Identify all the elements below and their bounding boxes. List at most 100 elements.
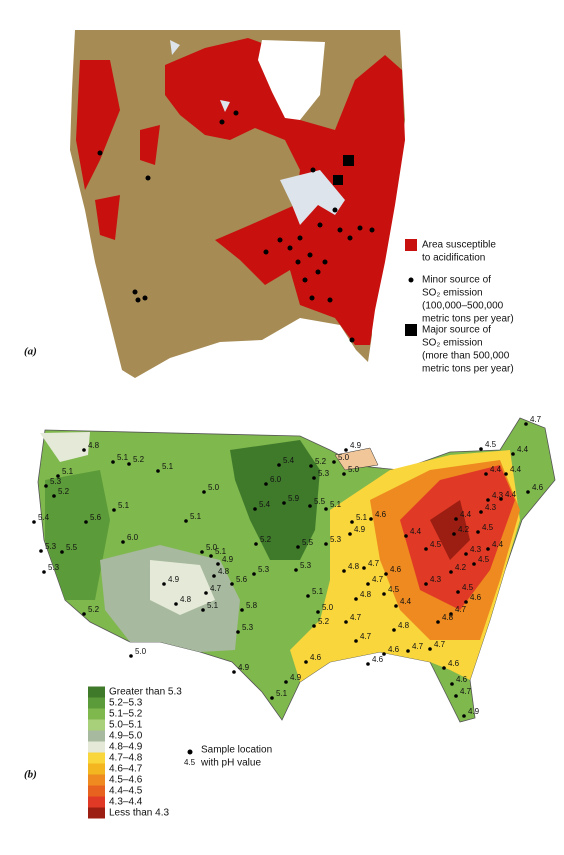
sample-ph-label: 5.0: [206, 543, 218, 552]
sample-dot: [309, 464, 313, 468]
sample-ph-label: 5.3: [45, 542, 57, 551]
legend-text: 5.1–5.2: [109, 709, 143, 720]
sample-ph-label: 4.3: [430, 575, 442, 584]
sample-ph-label: 4.2: [455, 563, 467, 572]
legend-text: 4.7–4.8: [109, 753, 143, 764]
sample-ph-label: 4.3: [485, 503, 497, 512]
sample-dot: [230, 582, 234, 586]
sample-ph-label: 4.9: [354, 525, 366, 534]
sample-ph-label: 4.4: [517, 445, 529, 454]
sample-ph-label: 4.5: [462, 583, 474, 592]
sample-ph-label: 4.3: [492, 491, 504, 500]
sample-ph-label: 4.5: [478, 555, 490, 564]
sample-dot: [366, 662, 370, 666]
sample-dot: [454, 694, 458, 698]
sample-ph-label: 5.1: [207, 601, 219, 610]
sample-dot: [384, 572, 388, 576]
legend-swatch: [88, 796, 105, 808]
sample-ph-label: 5.0: [322, 603, 334, 612]
sample-ph-label: 4.8: [442, 613, 454, 622]
sample-ph-label: 5.0: [208, 483, 220, 492]
sample-ph-label: 5.1: [117, 453, 129, 462]
sample-ph-label: 4.5: [388, 585, 400, 594]
sample-ph-label: 4.7: [412, 642, 424, 651]
sample-ph-label: 4.5: [482, 523, 494, 532]
sample-ph-label: 5.0: [135, 647, 147, 656]
sample-dot: [479, 447, 483, 451]
sample-ph-label: 4.8: [218, 567, 230, 576]
sample-ph-label: 4.8: [398, 621, 410, 630]
sample-dot: [462, 714, 466, 718]
legend-symbol: [405, 324, 417, 336]
legend-text: with pH value: [200, 758, 261, 769]
sample-ph-label: 5.5: [302, 538, 314, 547]
sample-ph-label: 4.8: [180, 595, 192, 604]
sample-ph-label: 5.6: [90, 513, 102, 522]
sample-dot: [479, 510, 483, 514]
sample-ph-label: 4.6: [388, 645, 400, 654]
sample-dot: [316, 610, 320, 614]
sample-dot: [526, 490, 530, 494]
sample-ph-label: 5.4: [283, 456, 295, 465]
sample-dot: [240, 608, 244, 612]
sample-dot: [472, 562, 476, 566]
sample-ph-label: 4.5: [485, 440, 497, 449]
sample-ph-label: 4.9: [222, 555, 234, 564]
sample-ph-label: 5.1: [276, 689, 288, 698]
sample-ph-label: 4.6: [470, 593, 482, 602]
sample-ph-label: 4.2: [458, 525, 470, 534]
legend-text: 5.0–5.1: [109, 720, 143, 731]
sample-dot: [174, 602, 178, 606]
legend-text: (more than 500,000: [422, 351, 510, 362]
sample-dot: [486, 547, 490, 551]
legend-text: metric tons per year): [422, 314, 514, 325]
legend-swatch: [88, 774, 105, 786]
sample-dot: [84, 520, 88, 524]
sample-ph-label: 5.9: [288, 494, 300, 503]
legend-text: (100,000–500,000: [422, 301, 504, 312]
sample-ph-label: 4.7: [434, 640, 446, 649]
sample-dot: [212, 574, 216, 578]
sample-dot: [200, 550, 204, 554]
legend-text: Sample location: [201, 745, 272, 756]
sample-ph-label: 4.8: [88, 441, 100, 450]
sample-ph-label: 6.0: [270, 475, 282, 484]
legend-text: metric tons per year): [422, 364, 514, 375]
sample-dot: [456, 590, 460, 594]
sample-ph-label: 5.0: [338, 453, 350, 462]
sample-dot: [332, 460, 336, 464]
legend-swatch: [88, 752, 105, 764]
sample-ph-label: 4.7: [360, 632, 372, 641]
sample-ph-label: 4.4: [510, 465, 522, 474]
sample-dot: [342, 569, 346, 573]
sample-dot: [42, 570, 46, 574]
sample-dot: [354, 597, 358, 601]
legend-text: 4.5–4.6: [109, 775, 143, 786]
sample-dot: [344, 448, 348, 452]
sample-ph-label: 4.9: [350, 441, 362, 450]
sample-dot: [184, 519, 188, 523]
sample-dot: [344, 620, 348, 624]
legend-text: 4.6–4.7: [109, 764, 143, 775]
sample-dot: [82, 612, 86, 616]
legend-text: Minor source of: [422, 275, 491, 286]
sample-ph-label: 5.3: [48, 563, 60, 572]
legend-symbol: [408, 277, 414, 283]
sample-ph-label: 4.3: [470, 545, 482, 554]
sample-ph-label: 4.7: [368, 559, 380, 568]
sample-dot: [121, 540, 125, 544]
sample-dot: [270, 696, 274, 700]
sample-dot: [324, 542, 328, 546]
sample-dot: [308, 504, 312, 508]
sample-dot: [82, 448, 86, 452]
sample-ph-label: 5.3: [300, 561, 312, 570]
sample-dot: [312, 624, 316, 628]
sample-dot: [324, 507, 328, 511]
sample-dot: [296, 545, 300, 549]
sample-ph-label: 5.0: [348, 465, 360, 474]
sample-dot: [464, 600, 468, 604]
sample-dot: [312, 476, 316, 480]
sample-dot: [484, 472, 488, 476]
sample-ph-label: 4.4: [410, 527, 422, 536]
sample-ph-label: 6.0: [127, 533, 139, 542]
